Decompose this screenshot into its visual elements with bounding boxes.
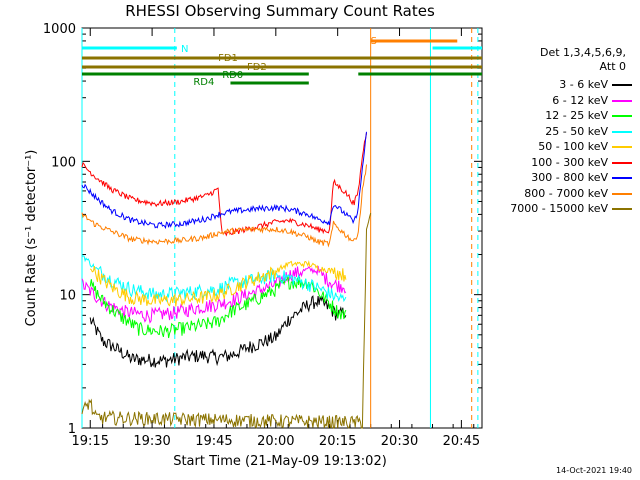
legend-swatch	[612, 84, 632, 86]
legend-entry-label: 6 - 12 keV	[552, 93, 608, 107]
y-tick-label: 10	[59, 289, 76, 304]
status-bar-label: N	[181, 44, 188, 55]
legend-entry: 6 - 12 keV	[552, 94, 632, 107]
legend-swatch	[612, 146, 632, 148]
legend-swatch	[612, 177, 632, 179]
legend-swatch	[612, 130, 632, 133]
legend-header-attenuator: Att 0	[599, 60, 626, 73]
status-bar-label: RD4	[193, 77, 214, 88]
legend-entry-label: 50 - 100 keV	[538, 140, 608, 153]
legend-entry: 7000 - 15000 keV	[510, 202, 632, 215]
x-axis-label: Start Time (21-May-09 19:13:02)	[173, 454, 387, 469]
legend-entry: 100 - 300 keV	[531, 156, 632, 169]
series-line	[81, 164, 367, 248]
x-tick-label: 20:15	[319, 434, 356, 449]
legend-entry: 25 - 50 keV	[545, 125, 632, 138]
series-line	[81, 212, 372, 429]
legend-entry-label: 12 - 25 keV	[545, 109, 608, 122]
status-bar-label: RD0	[222, 70, 243, 81]
legend-swatch	[612, 99, 632, 102]
y-tick-label: 1	[68, 422, 76, 437]
x-tick-label: 20:30	[381, 434, 418, 449]
x-tick-label: 19:45	[195, 434, 232, 449]
legend-entry: 800 - 7000 keV	[524, 187, 632, 200]
series-line	[81, 265, 347, 324]
x-tick-label: 19:30	[133, 434, 170, 449]
legend-entry: 3 - 6 keV	[559, 78, 632, 91]
chart-title: RHESSI Observing Summary Count Rates	[125, 2, 435, 20]
legend-swatch	[612, 115, 632, 117]
legend-header-detectors: Det 1,3,4,5,6,9,	[539, 46, 626, 59]
status-bar-label: FD2	[247, 62, 267, 73]
status-bar-label: FD1	[218, 53, 238, 64]
y-tick-label: 100	[51, 155, 76, 170]
x-tick-label: 20:00	[257, 434, 294, 449]
legend-entry: 12 - 25 keV	[545, 109, 632, 122]
legend-entry: 50 - 100 keV	[538, 140, 632, 153]
legend-entry-label: 100 - 300 keV	[531, 155, 608, 169]
x-tick-label: 19:15	[72, 434, 109, 449]
generation-timestamp: 14-Oct-2021 19:40	[556, 466, 632, 475]
plot-frame	[81, 27, 483, 429]
legend-entry-label: 800 - 7000 keV	[524, 186, 608, 200]
legend-entry-label: 300 - 800 keV	[531, 171, 608, 184]
legend-entry-label: 7000 - 15000 keV	[510, 202, 608, 215]
series-line	[89, 260, 347, 307]
legend-entry-label: 25 - 50 keV	[545, 124, 608, 138]
y-tick-label: 1000	[43, 22, 76, 37]
x-tick-label: 20:45	[443, 434, 480, 449]
series-line	[89, 276, 347, 339]
legend-entry: 300 - 800 keV	[531, 171, 632, 184]
status-bar-label: S	[371, 36, 377, 47]
legend-swatch	[612, 161, 632, 164]
series-line	[81, 131, 367, 230]
legend-swatch	[612, 208, 632, 210]
legend-swatch	[612, 192, 632, 195]
legend-entry-label: 3 - 6 keV	[559, 78, 608, 91]
series-line	[89, 295, 347, 368]
